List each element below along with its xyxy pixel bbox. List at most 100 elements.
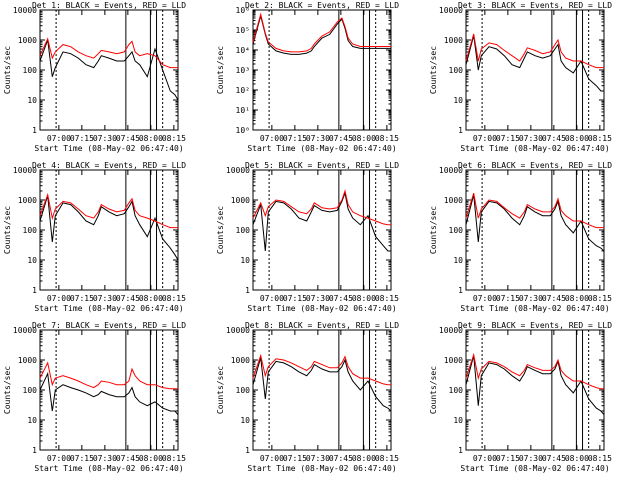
y-tick-label: 1000 bbox=[444, 356, 463, 365]
series-line-lld bbox=[39, 361, 178, 390]
panel-det-8: Det 8: BLACK = Events, RED = LLD 1 10 100 10… bbox=[216, 321, 399, 473]
y-tick-label: 1 bbox=[458, 126, 463, 135]
y-tick-label: 100 bbox=[449, 66, 464, 75]
x-axis-label: Start Time (08-May-02 06:47:40) bbox=[247, 464, 396, 473]
x-tick-label: 08:00 bbox=[352, 134, 376, 143]
x-tick-label: 07:45 bbox=[542, 294, 566, 303]
y-tick-label: 10000 bbox=[439, 166, 463, 175]
panel-title: Det 3: BLACK = Events, RED = LLD bbox=[458, 1, 612, 10]
x-tick-label: 07:30 bbox=[519, 294, 543, 303]
y-tick-label: 1000 bbox=[231, 356, 250, 365]
x-tick-label: 08:15 bbox=[162, 134, 186, 143]
y-tick-label: 10⁰ bbox=[236, 126, 250, 135]
y-tick-label: 100 bbox=[449, 226, 464, 235]
series-line-events bbox=[252, 191, 391, 252]
x-axis-label: Start Time (08-May-02 06:47:40) bbox=[34, 304, 183, 313]
x-tick-label: 07:15 bbox=[70, 294, 94, 303]
y-tick-label: 10000 bbox=[13, 6, 37, 15]
y-axis-label: Counts/sec bbox=[216, 366, 225, 414]
y-tick-label: 10 bbox=[453, 416, 463, 425]
panel-title: Det 9: BLACK = Events, RED = LLD bbox=[458, 321, 612, 330]
y-tick-label: 10⁶ bbox=[236, 6, 250, 15]
series-line-events bbox=[252, 14, 391, 55]
series-line-lld bbox=[252, 12, 391, 53]
x-tick-label: 07:00 bbox=[47, 134, 71, 143]
x-tick-label: 07:00 bbox=[47, 294, 71, 303]
y-tick-label: 10000 bbox=[439, 6, 463, 15]
panel-title: Det 5: BLACK = Events, RED = LLD bbox=[245, 161, 399, 170]
y-tick-label: 10000 bbox=[439, 326, 463, 335]
series-line-events bbox=[39, 371, 179, 416]
y-axis-label: Counts/sec bbox=[3, 366, 12, 414]
y-tick-label: 1000 bbox=[18, 196, 37, 205]
y-tick-label: 1000 bbox=[18, 36, 37, 45]
x-tick-label: 07:00 bbox=[260, 294, 284, 303]
series-line-events bbox=[465, 194, 605, 252]
x-tick-label: 08:15 bbox=[375, 454, 399, 463]
x-tick-label: 07:30 bbox=[93, 294, 117, 303]
x-tick-label: 08:00 bbox=[139, 294, 163, 303]
series-line-lld bbox=[465, 352, 604, 390]
x-tick-label: 08:15 bbox=[588, 294, 612, 303]
panel-title: Det 6: BLACK = Events, RED = LLD bbox=[458, 161, 612, 170]
x-tick-label: 07:00 bbox=[473, 454, 497, 463]
panel-title: Det 2: BLACK = Events, RED = LLD bbox=[245, 1, 399, 10]
x-tick-label: 07:45 bbox=[542, 454, 566, 463]
x-tick-label: 08:00 bbox=[352, 454, 376, 463]
x-tick-label: 08:15 bbox=[162, 294, 186, 303]
y-tick-label: 1 bbox=[458, 446, 463, 455]
x-axis-label: Start Time (08-May-02 06:47:40) bbox=[34, 144, 183, 153]
plot-frame bbox=[252, 169, 392, 291]
x-tick-label: 07:00 bbox=[473, 294, 497, 303]
y-tick-label: 1000 bbox=[231, 196, 250, 205]
series-line-lld bbox=[252, 353, 391, 386]
x-tick-label: 08:15 bbox=[588, 454, 612, 463]
y-tick-label: 10² bbox=[236, 86, 250, 95]
y-tick-label: 10 bbox=[453, 256, 463, 265]
series-line-events bbox=[252, 357, 392, 412]
x-tick-label: 08:00 bbox=[565, 454, 589, 463]
plot-frame bbox=[465, 9, 605, 131]
plot-frame bbox=[465, 329, 605, 451]
panel-title: Det 1: BLACK = Events, RED = LLD bbox=[32, 1, 186, 10]
y-tick-label: 100 bbox=[236, 226, 251, 235]
x-axis-label: Start Time (08-May-02 06:47:40) bbox=[34, 464, 183, 473]
x-tick-label: 07:30 bbox=[519, 134, 543, 143]
x-axis-label: Start Time (08-May-02 06:47:40) bbox=[460, 304, 609, 313]
panel-title: Det 8: BLACK = Events, RED = LLD bbox=[245, 321, 399, 330]
y-axis-label: Counts/sec bbox=[429, 46, 438, 94]
y-tick-label: 100 bbox=[23, 66, 38, 75]
y-tick-label: 1 bbox=[245, 446, 250, 455]
panel-det-4: Det 4: BLACK = Events, RED = LLD 1 10 100 10… bbox=[3, 161, 186, 313]
series-line-events bbox=[465, 35, 604, 92]
y-tick-label: 10 bbox=[27, 416, 37, 425]
y-tick-label: 100 bbox=[449, 386, 464, 395]
y-axis-label: Counts/sec bbox=[429, 366, 438, 414]
x-tick-label: 08:00 bbox=[565, 294, 589, 303]
y-tick-label: 10 bbox=[27, 96, 37, 105]
y-tick-label: 10¹ bbox=[236, 106, 250, 115]
y-tick-label: 10 bbox=[240, 256, 250, 265]
x-tick-label: 07:15 bbox=[70, 454, 94, 463]
x-tick-label: 08:00 bbox=[352, 294, 376, 303]
x-tick-label: 07:30 bbox=[519, 454, 543, 463]
y-tick-label: 10⁴ bbox=[236, 46, 250, 55]
x-tick-label: 07:15 bbox=[283, 134, 307, 143]
x-tick-label: 07:15 bbox=[496, 454, 520, 463]
y-tick-label: 10 bbox=[27, 256, 37, 265]
series-line-events bbox=[39, 195, 179, 261]
y-axis-label: Counts/sec bbox=[216, 46, 225, 94]
series-line-lld bbox=[465, 33, 604, 69]
y-tick-label: 1 bbox=[458, 286, 463, 295]
x-tick-label: 08:15 bbox=[375, 134, 399, 143]
panel-title: Det 4: BLACK = Events, RED = LLD bbox=[32, 161, 186, 170]
panel-det-3: Det 3: BLACK = Events, RED = LLD 1 10 100 10… bbox=[429, 1, 612, 153]
x-tick-label: 07:15 bbox=[283, 294, 307, 303]
y-tick-label: 1000 bbox=[18, 356, 37, 365]
x-tick-label: 07:30 bbox=[306, 134, 330, 143]
y-tick-label: 10000 bbox=[13, 166, 37, 175]
x-tick-label: 08:00 bbox=[565, 134, 589, 143]
x-tick-label: 07:45 bbox=[329, 454, 353, 463]
panel-title: Det 7: BLACK = Events, RED = LLD bbox=[32, 321, 186, 330]
x-tick-label: 07:30 bbox=[306, 454, 330, 463]
